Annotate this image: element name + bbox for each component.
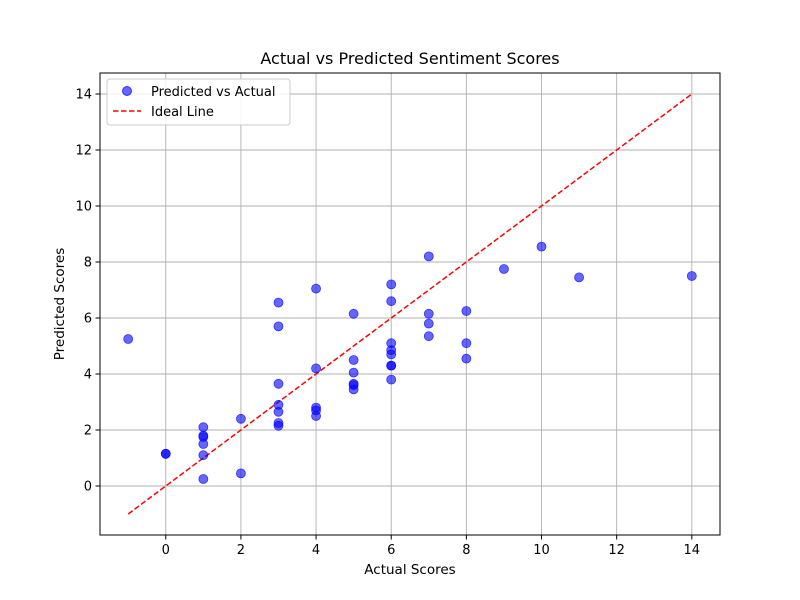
scatter-point xyxy=(423,318,434,329)
y-axis-title: Predicted Scores xyxy=(52,248,68,361)
scatter-point xyxy=(273,406,284,417)
grid-lines xyxy=(100,73,720,535)
scatter-point xyxy=(160,448,171,459)
scatter-point xyxy=(348,367,359,378)
x-tick-label: 12 xyxy=(608,543,625,558)
axis-ticks: 0 2 4 6 8 10 12 14 0 2 4 6 8 10 12 14 xyxy=(75,88,700,559)
x-tick-label: 4 xyxy=(312,543,320,558)
y-tick-label: 0 xyxy=(84,480,92,495)
legend-box xyxy=(106,78,291,126)
ideal-line xyxy=(127,93,693,515)
x-tick-label: 2 xyxy=(237,543,245,558)
scatter-point xyxy=(273,378,284,389)
scatter-point xyxy=(461,338,472,349)
scatter-point xyxy=(348,308,359,319)
y-tick-label: 12 xyxy=(75,144,92,159)
scatter-point xyxy=(574,272,584,283)
scatter-point xyxy=(198,439,209,449)
scatter-point xyxy=(198,474,209,484)
scatter-point xyxy=(423,251,434,262)
scatter-point xyxy=(198,450,209,461)
scatter-point xyxy=(311,363,321,374)
scatter-point xyxy=(273,321,284,332)
scatter-point xyxy=(499,264,509,274)
chart-title: Actual vs Predicted Sentiment Scores xyxy=(260,49,559,68)
y-tick-label: 14 xyxy=(75,88,92,103)
legend-marker-scatter xyxy=(122,86,132,96)
legend-label-line: Ideal Line xyxy=(151,105,214,120)
plot-frame xyxy=(99,72,721,536)
y-tick-label: 2 xyxy=(84,424,92,439)
x-tick-label: 8 xyxy=(462,543,470,558)
scatter-point xyxy=(423,308,434,319)
scatter-point xyxy=(236,468,246,479)
scatter-point xyxy=(123,334,134,344)
scatter-point xyxy=(686,271,697,281)
legend-label-scatter: Predicted vs Actual xyxy=(151,85,275,100)
x-tick-label: 10 xyxy=(533,543,550,558)
scatter-points xyxy=(123,241,697,484)
scatter-point xyxy=(461,306,472,316)
ideal-line-layer xyxy=(127,93,693,515)
x-axis-title: Actual Scores xyxy=(364,562,455,578)
scatter-point xyxy=(348,355,359,365)
scatter-point xyxy=(311,411,321,421)
scatter-point xyxy=(236,413,246,424)
scatter-point xyxy=(461,353,472,364)
scatter-point xyxy=(386,360,397,371)
scatter-point xyxy=(311,283,321,294)
scatter-point xyxy=(423,331,434,342)
scatter-point xyxy=(273,420,284,431)
y-tick-label: 6 xyxy=(84,312,92,327)
legend: Predicted vs Actual Ideal Line xyxy=(106,78,291,126)
scatter-point xyxy=(386,279,397,290)
scatter-point xyxy=(386,349,397,360)
scatter-point xyxy=(273,297,284,308)
x-tick-label: 0 xyxy=(162,543,170,558)
y-tick-label: 4 xyxy=(84,368,92,383)
scatter-point xyxy=(198,422,209,433)
y-tick-label: 8 xyxy=(84,256,92,271)
scatter-point xyxy=(386,296,397,307)
scatter-point xyxy=(386,374,397,385)
x-tick-label: 6 xyxy=(387,543,395,558)
x-tick-label: 14 xyxy=(684,543,701,558)
y-tick-label: 10 xyxy=(75,200,92,215)
scatter-point xyxy=(348,384,359,395)
scatter-point xyxy=(536,241,547,252)
